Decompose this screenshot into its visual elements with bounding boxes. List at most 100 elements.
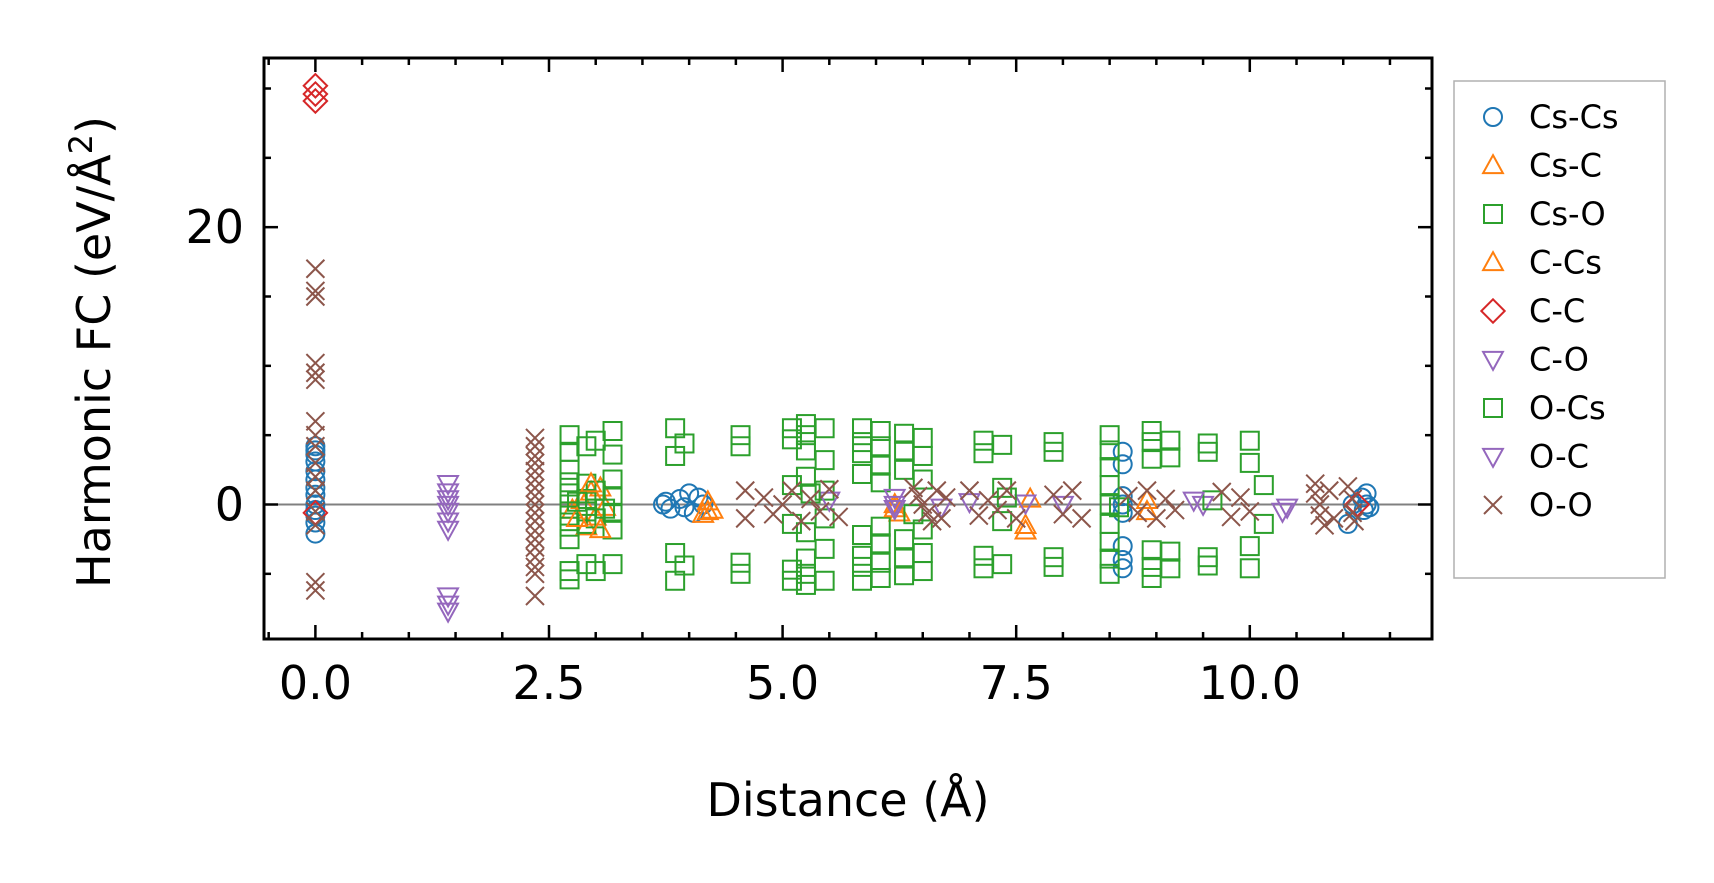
point-cs-o <box>912 543 933 564</box>
legend-label: O-Cs <box>1529 389 1606 427</box>
point-cs-o <box>781 570 802 591</box>
point-o-o <box>936 487 956 508</box>
point-o-cs <box>1202 490 1223 511</box>
point-cs-o <box>559 425 580 446</box>
point-o-o <box>525 453 545 473</box>
point-cs-o <box>894 459 915 480</box>
point-cs-o <box>585 561 606 582</box>
point-o-o <box>1342 503 1363 523</box>
y-axis-title: Harmonic FC (eV/Å2) <box>62 116 121 588</box>
point-cs-cs <box>305 436 326 457</box>
legend-item-cs-o: Cs-O <box>1483 195 1606 233</box>
legend-item-cs-c: Cs-C <box>1481 147 1602 185</box>
point-cs-o <box>1197 441 1218 462</box>
point-o-o <box>305 515 326 536</box>
point-o-o <box>305 580 326 601</box>
point-o-o <box>1118 486 1139 506</box>
legend-marker-o-cs <box>1483 398 1503 418</box>
point-o-o <box>1043 485 1064 505</box>
point-o-o <box>969 505 989 526</box>
point-cs-cs <box>305 477 326 498</box>
point-o-o <box>754 487 774 508</box>
point-c-c <box>302 80 329 108</box>
point-o-o <box>1338 476 1358 497</box>
point-o-o <box>1230 487 1251 508</box>
point-o-o <box>931 508 952 529</box>
point-cs-o <box>1099 425 1120 446</box>
point-cs-o <box>870 436 891 457</box>
point-c-o <box>436 520 460 542</box>
point-cs-o <box>973 430 994 451</box>
point-o-o <box>819 479 840 499</box>
point-cs-o <box>894 529 915 550</box>
point-c-cs <box>1013 512 1038 534</box>
point-o-o <box>525 511 545 531</box>
legend: Cs-Cs Cs-C Cs-O C-Cs C-C C-O O-Cs O-C O-O <box>1453 80 1666 579</box>
point-cs-o <box>730 563 751 584</box>
point-o-o <box>987 500 1008 520</box>
y-axis-title-close: ) <box>67 116 121 134</box>
point-o-o <box>525 478 545 498</box>
point-o-c <box>1182 491 1206 513</box>
point-cs-o <box>1141 432 1162 453</box>
point-o-o <box>1212 482 1232 502</box>
point-cs-o <box>1099 548 1120 569</box>
point-cs-o <box>912 561 933 582</box>
point-c-o <box>1275 498 1299 520</box>
point-cs-o <box>894 548 915 569</box>
point-o-o <box>1221 507 1241 527</box>
legend-label: Cs-Cs <box>1529 98 1619 136</box>
point-o-o <box>305 411 326 432</box>
point-cs-o <box>814 480 835 501</box>
point-cs-o <box>852 463 873 484</box>
point-cs-cs <box>1112 441 1133 462</box>
point-o-c <box>1051 495 1075 517</box>
point-o-o <box>305 480 326 501</box>
point-cs-o <box>814 418 835 439</box>
point-cs-o <box>870 533 891 554</box>
point-cs-o <box>1043 441 1064 462</box>
point-o-o <box>525 486 545 506</box>
point-o-o <box>1155 489 1176 509</box>
point-o-o <box>1006 508 1026 529</box>
point-cs-o <box>912 445 933 466</box>
point-cs-o <box>992 554 1013 575</box>
point-cs-o <box>852 570 873 591</box>
y-axis-title-superscript: 2 <box>62 134 100 154</box>
point-cs-o <box>1099 457 1120 478</box>
legend-item-o-c: O-C <box>1481 438 1589 476</box>
point-o-o <box>1319 480 1339 501</box>
point-cs-o <box>559 472 580 493</box>
point-o-o <box>1342 489 1363 509</box>
legend-marker-c-c <box>1479 297 1507 325</box>
point-c-c <box>302 87 329 115</box>
point-cs-o <box>730 552 751 573</box>
point-o-cs <box>595 498 616 519</box>
point-cs-o <box>559 441 580 462</box>
point-cs-o <box>730 436 751 457</box>
point-cs-o <box>1043 556 1064 577</box>
point-cs-o <box>814 508 835 529</box>
point-cs-cs <box>1112 536 1133 557</box>
point-cs-o <box>814 538 835 559</box>
point-cs-o <box>870 455 891 476</box>
point-cs-o <box>973 545 994 566</box>
point-o-cs <box>800 483 821 504</box>
point-cs-o <box>781 559 802 580</box>
point-o-o <box>735 508 755 529</box>
point-cs-cs <box>305 484 326 505</box>
point-o-o <box>305 467 326 487</box>
point-c-cs <box>588 517 612 539</box>
point-cs-o <box>1239 452 1260 473</box>
plot-frame <box>262 56 1434 641</box>
point-o-o <box>525 469 545 490</box>
point-o-c <box>957 493 982 515</box>
point-cs-o <box>814 570 835 591</box>
legend-item-o-o: O-O <box>1483 486 1593 524</box>
legend-marker-cs-o <box>1483 204 1503 224</box>
point-o-o <box>791 511 811 531</box>
point-cs-c <box>691 501 715 523</box>
point-o-cs <box>996 487 1017 508</box>
point-cs-o <box>602 519 623 540</box>
